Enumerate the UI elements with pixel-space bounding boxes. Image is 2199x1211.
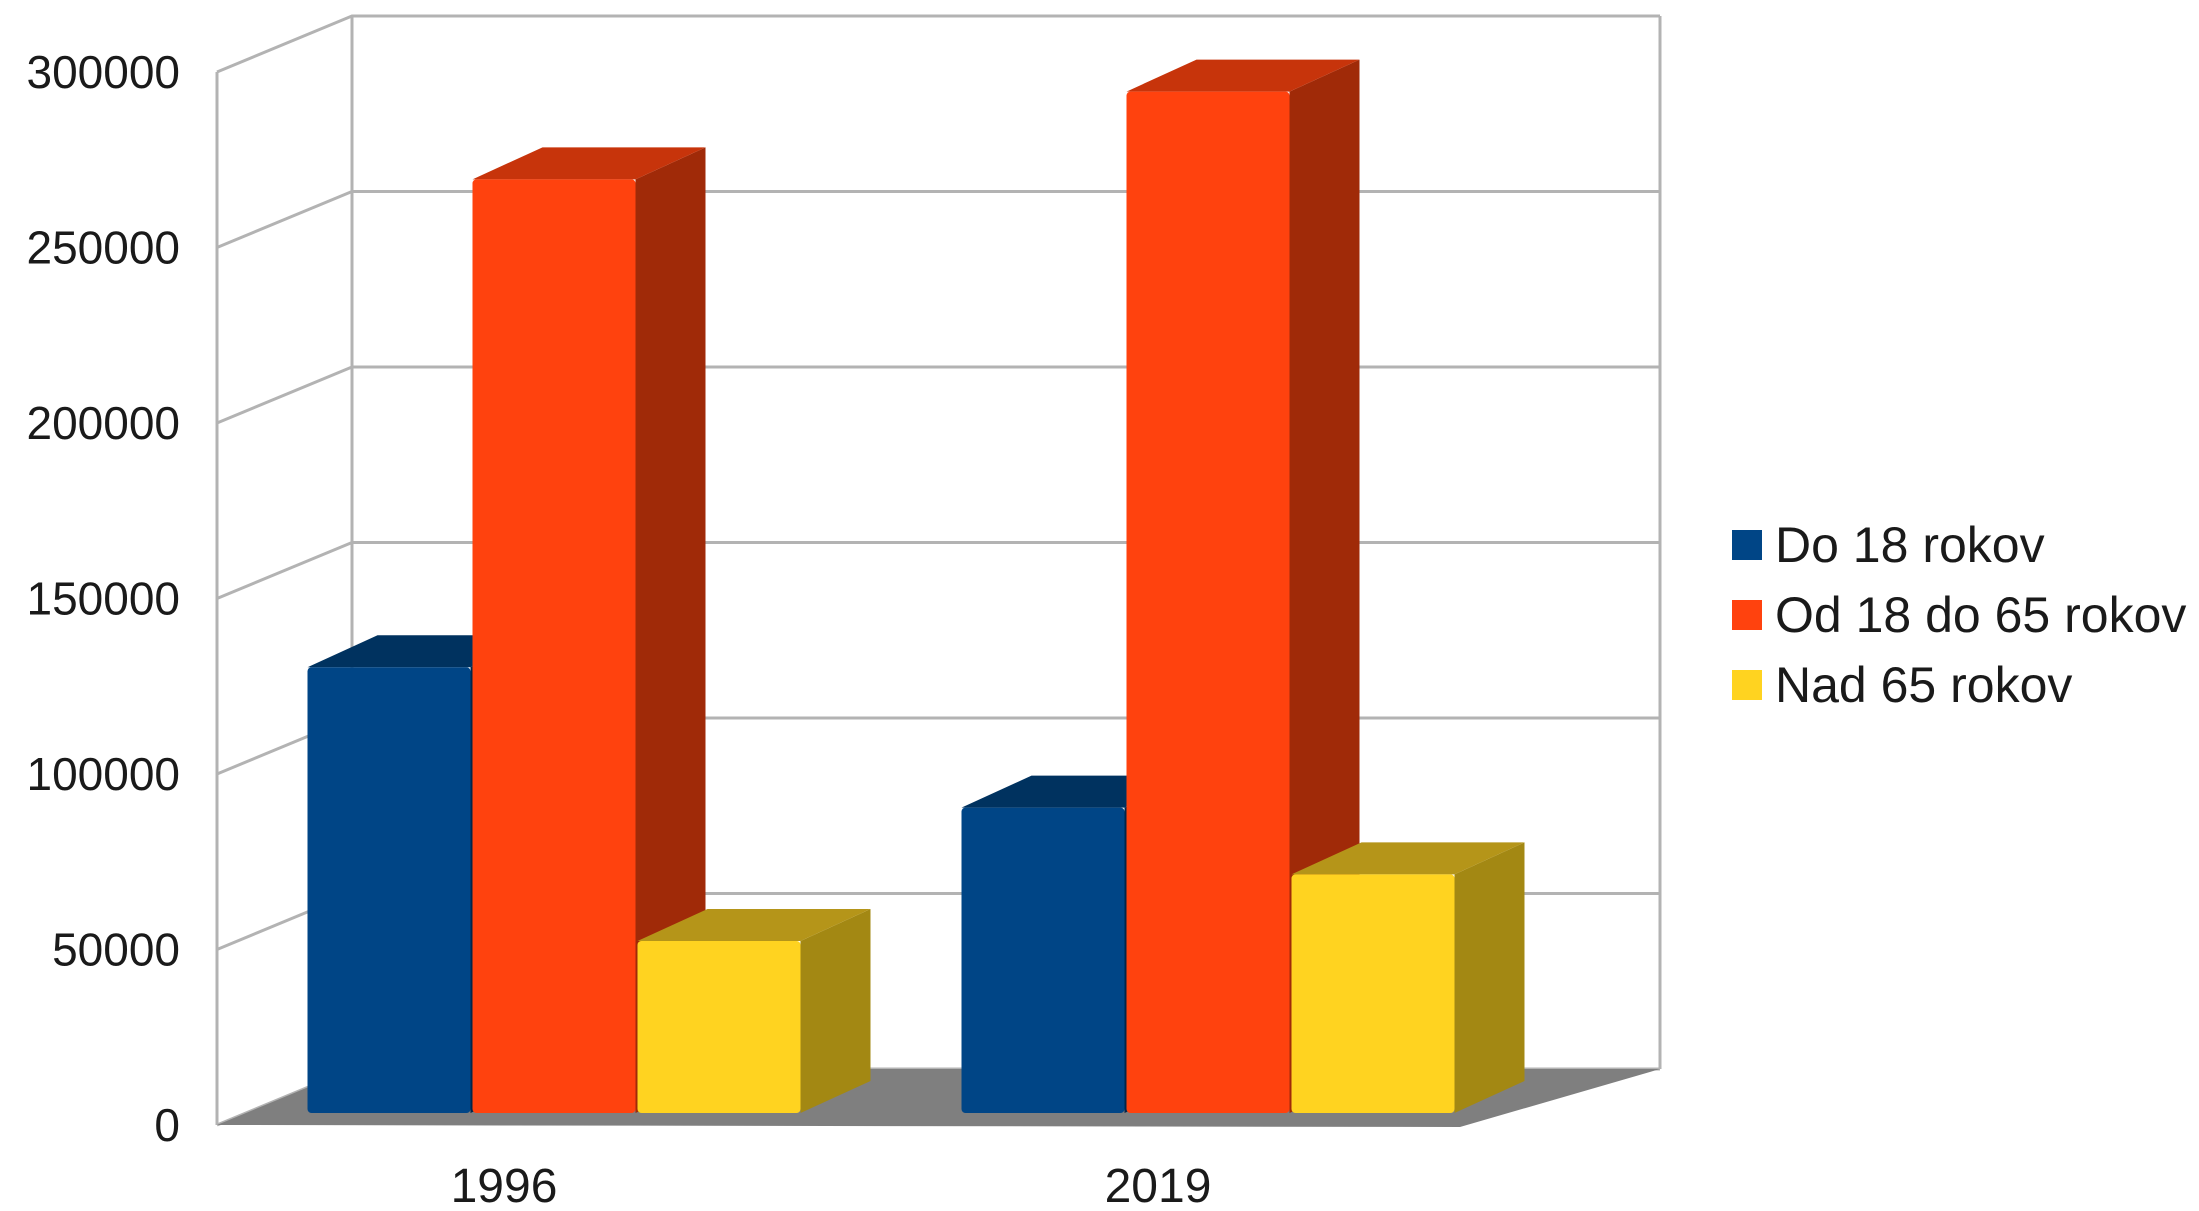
bar-side — [800, 909, 871, 1113]
legend-swatch — [1732, 670, 1762, 700]
bar-side — [1454, 842, 1525, 1113]
x-axis-category-labels: 1996 2019 — [451, 1160, 1212, 1211]
y-tick-label: 150000 — [27, 573, 181, 625]
gridline — [216, 541, 1660, 600]
bar-side — [1289, 59, 1360, 1114]
x-category-label: 2019 — [1105, 1160, 1212, 1211]
bar — [1291, 874, 1455, 1113]
y-tick-label: 100000 — [27, 748, 181, 800]
bar — [472, 179, 636, 1114]
bar-top — [1126, 59, 1360, 92]
bar-top — [1291, 842, 1525, 875]
legend-swatch — [1732, 530, 1762, 560]
y-tick-label: 200000 — [27, 397, 181, 449]
y-tick-label: 250000 — [27, 222, 181, 274]
legend-label: Nad 65 rokov — [1775, 657, 2072, 713]
bar-top — [472, 147, 706, 180]
bar — [1126, 91, 1290, 1114]
gridline — [216, 365, 1660, 425]
legend-label: Do 18 rokov — [1775, 517, 2045, 573]
bar-top — [637, 909, 871, 942]
bar — [637, 941, 801, 1113]
x-category-label: 1996 — [451, 1160, 558, 1211]
y-axis-tick-labels: 0 50000 100000 150000 200000 250000 300000 — [27, 46, 181, 1151]
bar — [307, 667, 471, 1113]
bar-side — [635, 147, 706, 1114]
y-tick-label: 0 — [154, 1099, 180, 1151]
bar — [961, 807, 1125, 1113]
y-tick-label: 50000 — [52, 924, 180, 976]
y-tick-label: 300000 — [27, 46, 181, 98]
bars — [307, 59, 1525, 1114]
legend: Do 18 rokov Od 18 do 65 rokov Nad 65 rokov — [1732, 517, 2186, 713]
legend-label: Od 18 do 65 rokov — [1775, 587, 2186, 643]
legend-swatch — [1732, 600, 1762, 630]
gridline — [216, 190, 1660, 249]
gridline — [216, 14, 1660, 74]
